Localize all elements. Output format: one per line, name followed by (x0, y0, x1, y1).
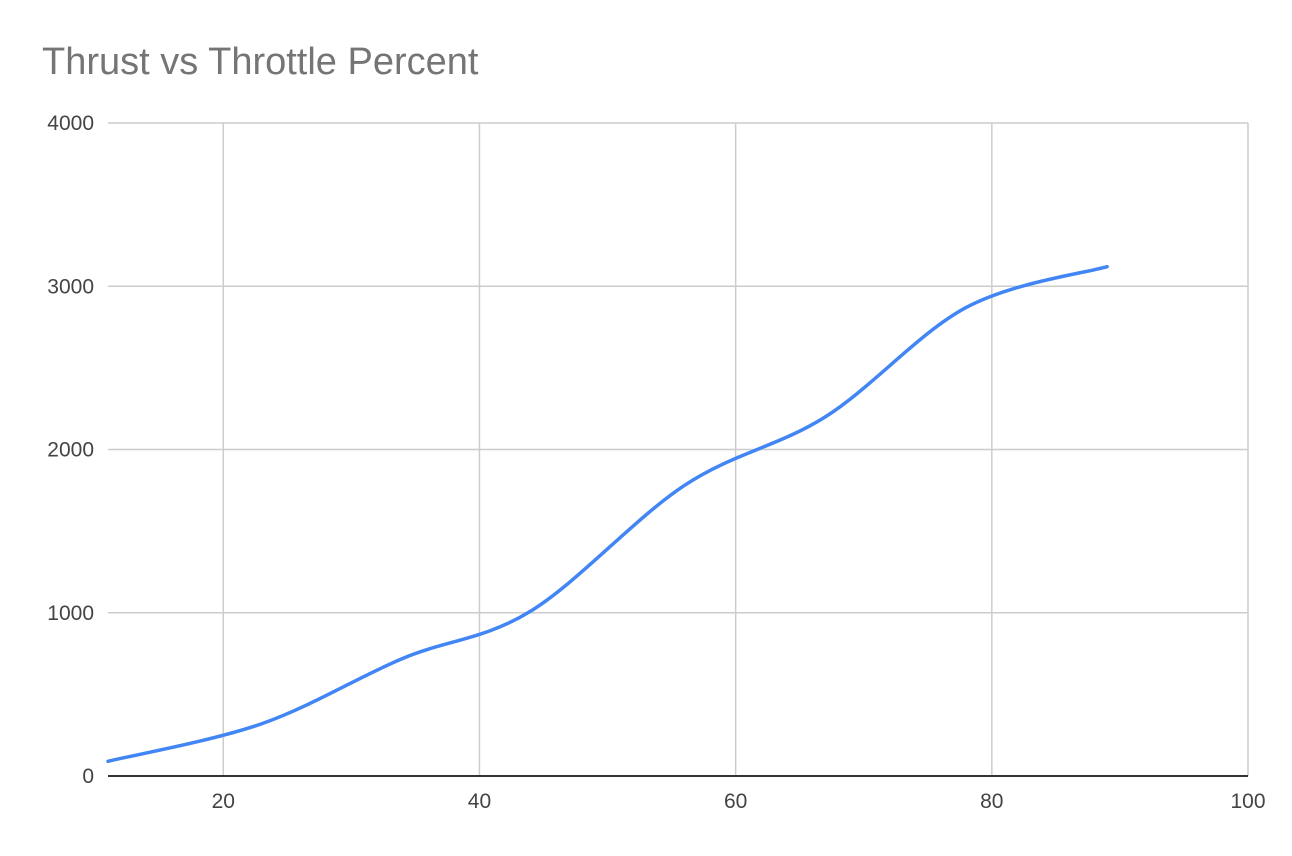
y-tick-label: 3000 (47, 275, 94, 298)
y-tick-label: 0 (82, 765, 94, 788)
y-tick-label: 2000 (47, 439, 94, 462)
series-line (106, 264, 1109, 764)
axes: 0 1000 2000 3000 4000 20 40 60 80 100 (47, 112, 1265, 813)
x-tick-label: 80 (980, 790, 1003, 813)
x-tick-label: 100 (1230, 790, 1265, 813)
x-tick-label: 40 (468, 790, 491, 813)
series-layer (106, 264, 1109, 764)
grid-lines (108, 122, 1249, 776)
y-tick-label: 1000 (47, 602, 94, 625)
y-tick-label: 4000 (47, 112, 94, 135)
x-tick-label: 20 (212, 790, 235, 813)
x-tick-label: 60 (724, 790, 747, 813)
chart-title: Thrust vs Throttle Percent (42, 41, 479, 83)
